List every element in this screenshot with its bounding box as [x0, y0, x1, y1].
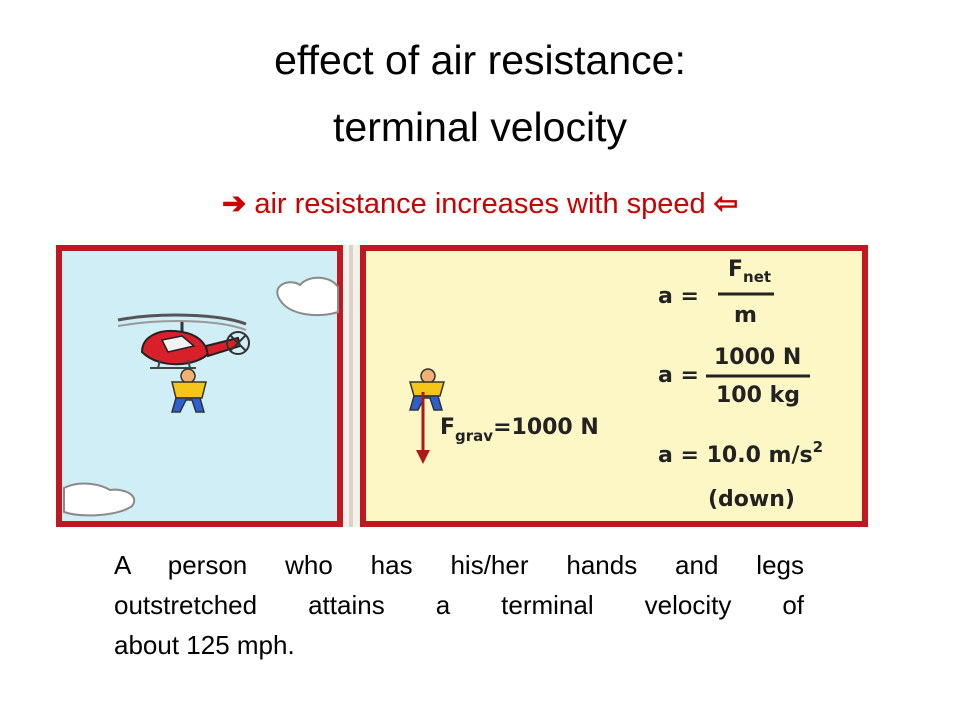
caption-line: about 125 mph.: [114, 630, 295, 660]
helicopter-icon: [117, 313, 250, 369]
caption: A person who has his/her hands and legs …: [114, 545, 804, 665]
panel-divider: [343, 245, 360, 527]
subtitle: ➔ air resistance increases with speed ⇦: [0, 186, 960, 221]
equation-1-numerator: Fnet: [728, 257, 771, 286]
slide-title-line-1: effect of air resistance:: [274, 37, 686, 83]
equation-2-denominator: 100 kg: [716, 383, 800, 408]
force-panel: [360, 245, 868, 527]
equation-1-lhs: a =: [658, 284, 699, 309]
skydiver-icon: [171, 368, 207, 413]
equation-2-numerator: 1000 N: [714, 345, 801, 370]
force-arrow-icon: [416, 392, 430, 464]
right-arrow-icon: ➔: [221, 188, 247, 220]
left-arrow-icon: ⇦: [713, 188, 739, 220]
caption-line: A person who has his/her hands and legs: [114, 550, 804, 580]
caption-line: outstretched attains a terminal velocity…: [114, 590, 804, 620]
cloud-icon: [276, 276, 339, 317]
equation-1-denominator: m: [734, 303, 757, 328]
slide-title-line-2: terminal velocity: [333, 104, 627, 150]
equation-3: a = 10.0 m/s2: [658, 438, 823, 468]
equation-2-lhs: a =: [658, 363, 699, 388]
force-label: Fgrav=1000 N: [440, 415, 599, 445]
cloud-icon: [63, 482, 136, 517]
skydiver-icon: [409, 368, 445, 411]
subtitle-text: air resistance increases with speed: [254, 188, 706, 220]
equation-3-direction: (down): [708, 487, 795, 512]
